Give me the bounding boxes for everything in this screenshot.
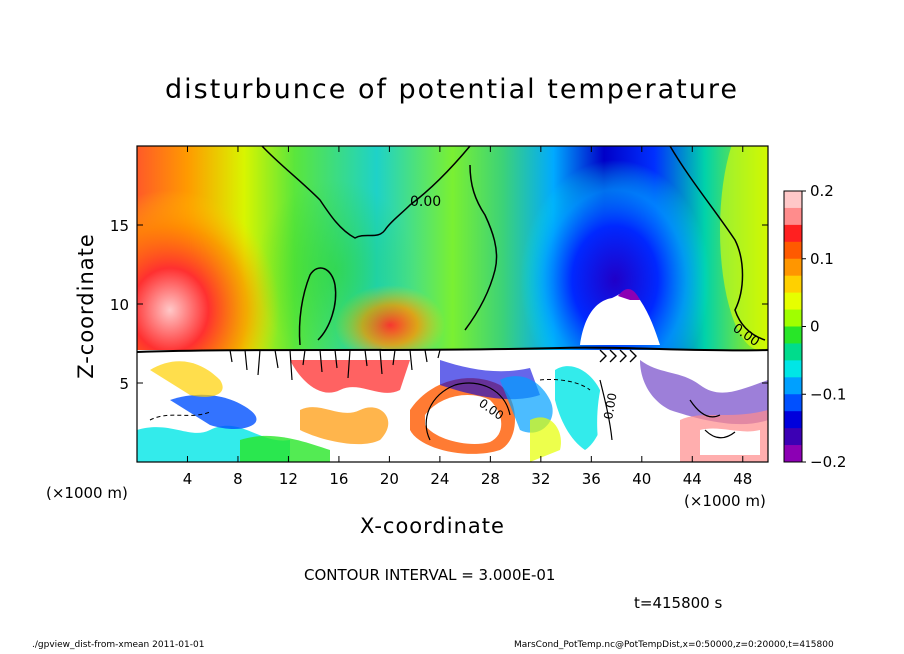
colorbar-swatch	[784, 309, 802, 327]
colorbar-swatch	[784, 275, 802, 294]
cold-anomaly	[520, 160, 710, 400]
y-tick-label: 15	[110, 217, 129, 235]
colorbar-tick-label: −0.2	[810, 453, 846, 471]
colorbar-swatch	[784, 377, 802, 395]
x-tick-label: 40	[632, 470, 651, 488]
colorbar-swatch	[784, 326, 802, 344]
x-tick-label: 16	[329, 470, 348, 488]
zero-contour-3	[464, 164, 498, 331]
colorbar: 0.2 0.1 0 −0.1 −0.2	[783, 182, 846, 471]
x-tick-label: 8	[233, 470, 243, 488]
colorbar-swatch	[784, 360, 802, 378]
y-axis-label: Z-coordinate	[74, 233, 98, 379]
contour-label: 0.00	[601, 392, 619, 421]
time-label: t=415800 s	[634, 594, 723, 612]
x-axis: 4 8 12 16 20 24 28 32 36 40 44 48	[183, 146, 752, 488]
footer-source: MarsCond_PotTemp.nc@PotTempDist,x=0:5000…	[514, 640, 834, 650]
field-area	[137, 146, 768, 462]
colorbar-swatch	[784, 258, 802, 277]
y-tick-label: 10	[110, 296, 129, 314]
colorbar-swatch	[784, 428, 802, 446]
chart-title: disturbunce of potential temperature	[165, 74, 739, 105]
lower-turbulent-layer	[137, 350, 768, 462]
colorbar-swatch	[784, 241, 802, 260]
colorbar-swatch	[784, 292, 802, 311]
neutral-region	[255, 180, 415, 360]
x-tick-label: 48	[733, 470, 752, 488]
x-tick-label: 32	[531, 470, 550, 488]
x-unit-label-right: (×1000 m)	[684, 492, 766, 510]
layer-boundary	[136, 346, 769, 353]
colorbar-swatch	[784, 411, 802, 429]
colorbar-swatch	[784, 207, 802, 226]
x-tick-label: 44	[683, 470, 702, 488]
colorbar-tick-label: 0.2	[810, 182, 834, 200]
zero-contour-1	[261, 145, 471, 239]
cold-anomaly-edge	[618, 289, 640, 300]
colorbar-tick-label: −0.1	[810, 385, 846, 403]
colorbar-swatch	[784, 224, 802, 243]
x-tick-label: 4	[183, 470, 193, 488]
contour-interval-label: CONTOUR INTERVAL = 3.000E-01	[304, 566, 556, 584]
y-tick-label: 5	[119, 375, 129, 393]
colorbar-swatch	[784, 394, 802, 412]
x-axis-label: X-coordinate	[360, 514, 505, 538]
cold-anomaly-core	[580, 291, 660, 345]
x-tick-label: 36	[582, 470, 601, 488]
warm-anomaly-right	[720, 146, 768, 350]
zero-contour-2	[298, 267, 337, 346]
colorbar-swatch	[784, 343, 802, 361]
colorbar-tick-label: 0	[810, 318, 820, 336]
contour-label: 0.00	[410, 194, 441, 210]
x-unit-label-left: (×1000 m)	[46, 484, 128, 502]
colorbar-tick-label: 0.1	[810, 250, 834, 268]
colorbar-swatch	[784, 191, 802, 209]
colorbar-swatch	[784, 445, 802, 463]
x-tick-label: 28	[481, 470, 500, 488]
x-tick-label: 12	[279, 470, 298, 488]
footer-command: ./gpview_dist-from-xmean 2011-01-01	[32, 640, 205, 650]
contour-lines	[136, 145, 769, 441]
y-axis: 5 10 15	[110, 217, 768, 393]
x-tick-label: 24	[430, 470, 449, 488]
zero-contour-4	[669, 145, 766, 341]
x-tick-label: 20	[380, 470, 399, 488]
